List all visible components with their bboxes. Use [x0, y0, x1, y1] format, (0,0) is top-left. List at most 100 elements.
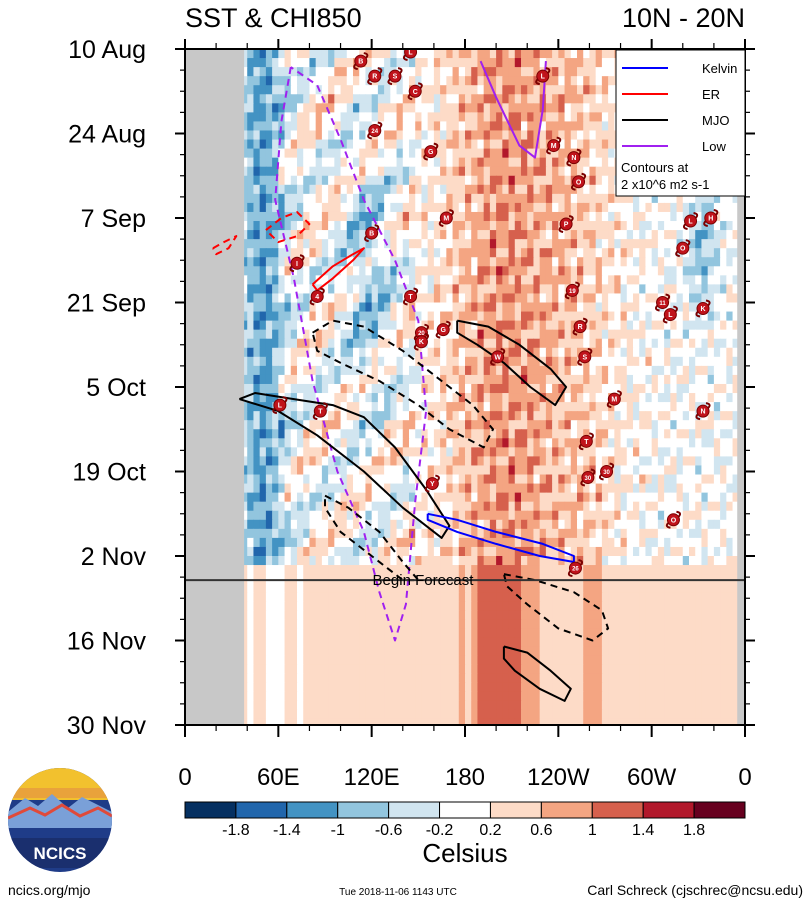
heat-cell	[365, 528, 373, 539]
heat-cell	[452, 193, 460, 204]
heat-cell	[527, 356, 535, 367]
heat-cell	[247, 356, 255, 367]
heat-cell	[545, 438, 553, 448]
heat-cell	[278, 492, 286, 503]
heat-cell	[682, 320, 690, 331]
heat-cell	[639, 193, 647, 204]
heat-cell	[483, 311, 491, 322]
heat-cell	[309, 49, 317, 59]
heat-cell	[303, 230, 311, 240]
heat-cell	[265, 338, 273, 349]
heat-cell	[278, 230, 286, 240]
heat-cell	[689, 347, 696, 358]
heat-cell	[272, 139, 279, 150]
heat-cell	[446, 193, 454, 204]
heat-cell	[502, 383, 510, 394]
heat-cell	[670, 293, 678, 304]
heat-cell	[720, 311, 727, 322]
heat-cell	[726, 193, 734, 204]
heat-cell	[539, 266, 547, 276]
heat-cell	[514, 49, 522, 59]
heat-cell	[241, 293, 248, 304]
heat-cell	[676, 393, 684, 403]
heat-cell	[440, 501, 447, 512]
heat-cell	[265, 284, 273, 295]
heat-cell	[402, 393, 410, 403]
heat-cell	[577, 202, 584, 213]
heat-cell	[402, 411, 410, 421]
heat-cell	[321, 248, 329, 258]
heat-cell	[707, 393, 715, 403]
heat-cell	[427, 130, 435, 141]
heat-cell	[241, 374, 248, 385]
heat-cell	[514, 284, 522, 295]
heat-cell	[483, 383, 491, 394]
heat-cell	[608, 112, 615, 123]
heat-cell	[321, 438, 329, 448]
heat-cell	[465, 248, 472, 258]
heat-cell	[589, 365, 597, 376]
heat-cell	[396, 148, 404, 159]
heat-cell	[309, 275, 317, 285]
heat-cell	[390, 103, 398, 113]
heat-cell	[620, 483, 628, 494]
heat-cell	[365, 501, 373, 512]
heat-cell	[452, 248, 460, 258]
heat-cell	[384, 320, 391, 331]
heat-cell	[589, 166, 597, 177]
heat-cell	[726, 456, 734, 467]
heat-cell	[645, 311, 653, 322]
heat-cell	[483, 139, 491, 150]
heat-cell	[409, 284, 416, 295]
heat-cell	[297, 76, 304, 86]
heat-cell	[440, 166, 447, 177]
heat-cell	[651, 528, 659, 539]
heat-cell	[639, 221, 647, 231]
heat-cell	[471, 257, 479, 267]
heat-cell	[558, 302, 566, 313]
heat-cell	[589, 257, 597, 267]
heat-cell	[396, 510, 404, 521]
heat-cell	[720, 429, 727, 439]
heat-cell	[701, 429, 709, 439]
heat-cell	[595, 103, 603, 113]
heat-cell	[309, 211, 317, 222]
heat-cell	[477, 139, 485, 150]
heat-cell	[278, 175, 286, 186]
heat-cell	[284, 510, 292, 521]
heat-cell	[583, 257, 591, 267]
heat-cell	[639, 420, 647, 430]
heat-cell	[508, 58, 516, 68]
heat-cell	[720, 528, 727, 539]
heat-cell	[433, 193, 441, 204]
heat-cell	[651, 193, 659, 204]
heat-cell	[427, 293, 435, 304]
heat-cell	[452, 402, 460, 412]
heat-cell	[402, 519, 410, 530]
heat-cell	[483, 438, 491, 448]
heat-cell	[471, 49, 479, 59]
heat-cell	[701, 501, 709, 512]
heat-cell	[527, 175, 535, 186]
heat-cell	[527, 184, 535, 195]
heat-cell	[440, 293, 447, 304]
heat-cell	[440, 239, 447, 249]
heat-cell	[633, 221, 640, 231]
heat-cell	[689, 239, 696, 249]
heat-cell	[577, 456, 584, 467]
heat-cell	[521, 193, 528, 204]
heat-cell	[595, 320, 603, 331]
heat-cell	[433, 383, 441, 394]
heat-cell	[701, 248, 709, 258]
heat-cell	[489, 311, 497, 322]
heat-cell	[564, 492, 572, 503]
heat-cell	[365, 211, 373, 222]
heat-cell	[253, 374, 261, 385]
heat-cell	[633, 510, 640, 521]
heat-cell	[689, 266, 696, 276]
heat-cell	[284, 284, 292, 295]
heat-cell	[521, 510, 528, 521]
heat-cell	[508, 374, 516, 385]
heat-cell	[353, 501, 360, 512]
heat-cell	[272, 257, 279, 267]
